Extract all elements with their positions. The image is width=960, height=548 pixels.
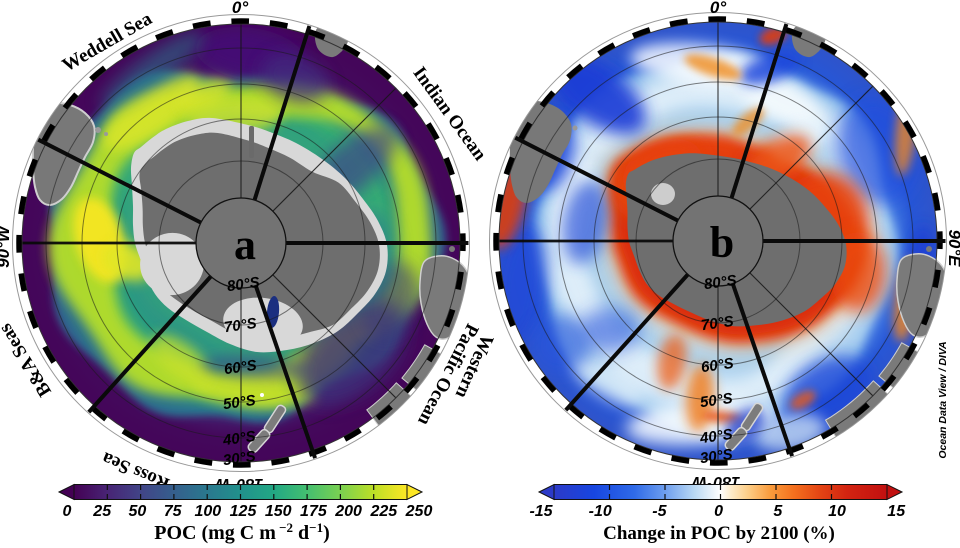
svg-text:Change in POC by 2100 (%): Change in POC by 2100 (%) xyxy=(603,523,835,544)
svg-text:60°S: 60°S xyxy=(700,355,735,376)
svg-text:a: a xyxy=(234,220,256,269)
svg-text:40°S: 40°S xyxy=(221,428,257,450)
svg-text:50: 50 xyxy=(129,503,147,520)
svg-text:10: 10 xyxy=(828,503,846,520)
svg-text:70°S: 70°S xyxy=(700,313,735,334)
svg-text:125: 125 xyxy=(230,503,258,520)
svg-text:-15: -15 xyxy=(529,503,553,520)
svg-text:50°S: 50°S xyxy=(699,390,734,411)
svg-text:70°S: 70°S xyxy=(223,315,258,336)
svg-text:75: 75 xyxy=(164,503,183,520)
svg-text:225: 225 xyxy=(369,503,398,520)
svg-text:30°S: 30°S xyxy=(222,448,257,469)
svg-text:b: b xyxy=(710,218,734,267)
svg-text:250: 250 xyxy=(405,503,433,520)
svg-text:80°S: 80°S xyxy=(703,272,738,293)
svg-text:0°: 0° xyxy=(232,0,248,17)
svg-text:30°S: 30°S xyxy=(699,446,734,467)
svg-text:15: 15 xyxy=(887,503,906,520)
svg-text:0: 0 xyxy=(63,503,72,520)
svg-text:40°S: 40°S xyxy=(698,426,734,448)
svg-text:175: 175 xyxy=(300,503,328,520)
svg-text:0: 0 xyxy=(714,503,723,520)
svg-text:150: 150 xyxy=(265,503,292,520)
svg-text:90°W: 90°W xyxy=(0,224,13,268)
svg-text:-5: -5 xyxy=(652,503,667,520)
svg-text:5: 5 xyxy=(773,503,783,520)
svg-text:0°: 0° xyxy=(710,0,726,17)
svg-text:POC (mg C m −2 d−1): POC (mg C m −2 d−1) xyxy=(154,520,330,544)
svg-text:25: 25 xyxy=(92,503,112,520)
svg-text:90°E: 90°E xyxy=(945,229,960,267)
svg-text:60°S: 60°S xyxy=(223,357,258,378)
svg-text:80°S: 80°S xyxy=(226,274,261,295)
svg-text:-10: -10 xyxy=(589,503,612,520)
svg-text:Ocean Data View / DIVA: Ocean Data View / DIVA xyxy=(937,341,949,458)
svg-text:200: 200 xyxy=(334,503,362,520)
svg-text:100: 100 xyxy=(194,503,221,520)
svg-text:50°S: 50°S xyxy=(222,392,257,413)
